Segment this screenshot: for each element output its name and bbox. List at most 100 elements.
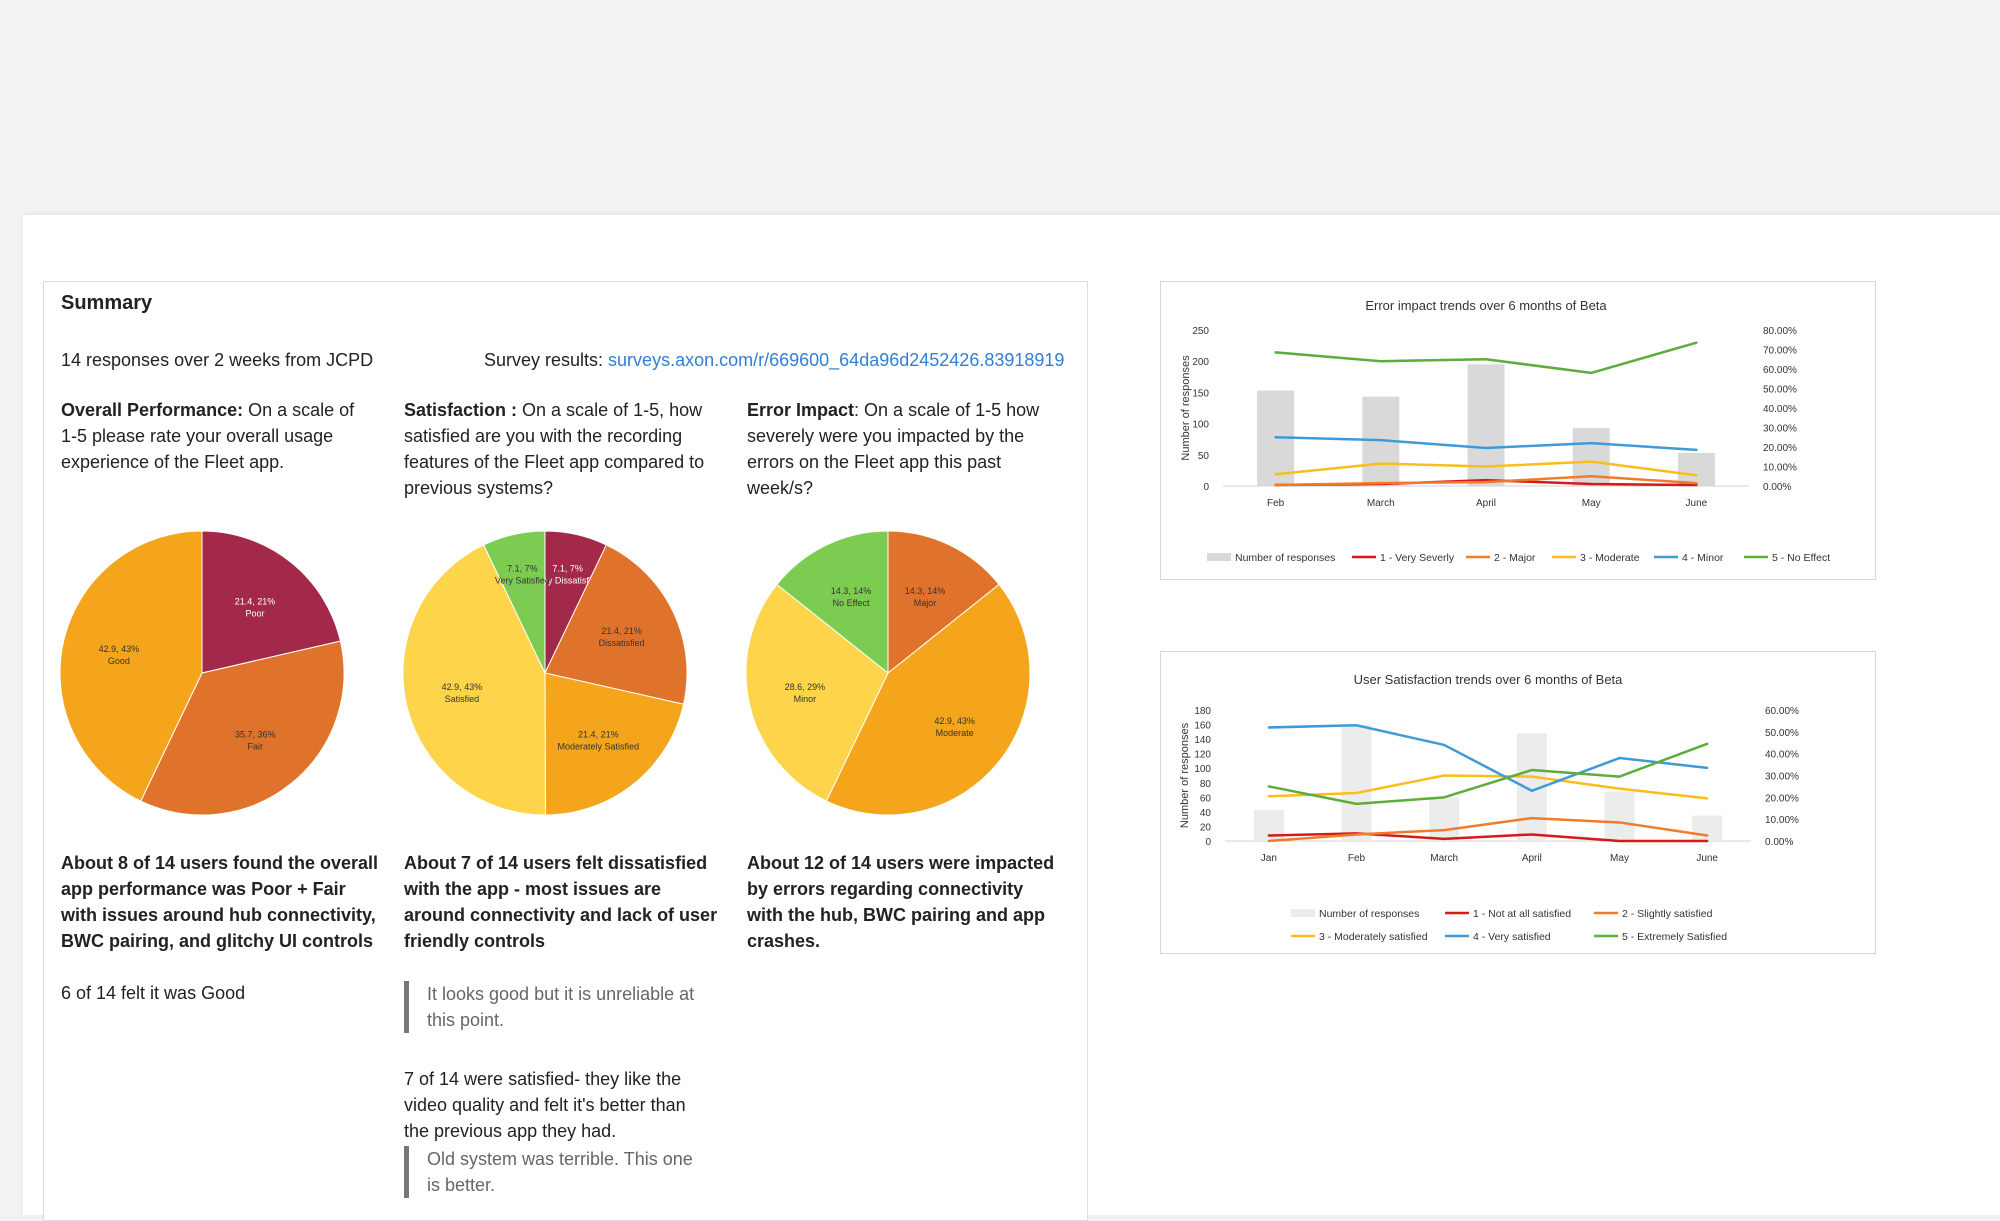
pie-category-label: No Effect xyxy=(833,598,870,608)
x-tick-label: Feb xyxy=(1348,853,1366,864)
y2-tick-label: 40.00% xyxy=(1763,404,1797,415)
y2-tick-label: 0.00% xyxy=(1765,837,1793,848)
finding-error-impact: About 12 of 14 users were impacted by er… xyxy=(747,853,1055,951)
y2-tick-label: 70.00% xyxy=(1763,346,1797,357)
pie-slice-no-effect xyxy=(776,530,889,675)
question-error-impact: Error Impact: On a scale of 1-5 how seve… xyxy=(747,397,1057,501)
responses-count: 14 responses over 2 weeks from JCPD xyxy=(61,350,374,370)
x-tick-label: April xyxy=(1522,853,1542,864)
x-tick-label: May xyxy=(1610,853,1629,864)
pie-value-label: 42.9, 43% xyxy=(442,682,483,692)
x-tick-label: May xyxy=(1582,498,1601,509)
pie-value-label: 21.4, 21% xyxy=(235,596,276,606)
pie-slice-moderate xyxy=(825,583,1031,816)
x-tick-label: June xyxy=(1696,853,1718,864)
error-impact-trends-chart: Error impact trends over 6 months of Bet… xyxy=(1180,298,1830,564)
pie-category-label: Minor xyxy=(794,694,817,704)
y-tick-label: 160 xyxy=(1194,721,1211,732)
legend-label: Number of responses xyxy=(1319,908,1419,920)
pie-slice-dissatisfied xyxy=(544,544,688,705)
finding-overall-performance: About 8 of 14 users found the overall ap… xyxy=(61,853,379,951)
pie-slice-very-satisfied xyxy=(483,530,546,674)
chart-title: Error impact trends over 6 months of Bet… xyxy=(1365,298,1607,313)
series-line-5-no-effect xyxy=(1274,341,1698,375)
finding-satisfaction: About 7 of 14 users felt dissatisfied wi… xyxy=(404,853,718,951)
legend-label: 1 - Very Severly xyxy=(1380,552,1455,564)
pie-slice-moderately-satisfied xyxy=(544,672,685,816)
question-text: : On a scale of 1-5 how severely were yo… xyxy=(747,400,1040,498)
user-satisfaction-trends-chart: User Satisfaction trends over 6 months o… xyxy=(1179,672,1799,943)
pie-slice-minor xyxy=(745,583,889,802)
y-tick-label: 100 xyxy=(1192,420,1209,431)
x-tick-label: Jan xyxy=(1261,853,1277,864)
legend-label: 1 - Not at all satisfied xyxy=(1473,908,1571,920)
y2-tick-label: 20.00% xyxy=(1765,793,1799,804)
pie-error-impact: 14.3, 14% Major 42.9, 43% Moderate 28.6, 29%… xyxy=(745,530,1031,816)
legend-label: 5 - Extremely Satisfied xyxy=(1622,931,1727,943)
pie-value-label: 42.9, 43% xyxy=(934,716,975,726)
legend-label: 3 - Moderately satisfied xyxy=(1319,931,1428,943)
bar-june xyxy=(1677,452,1715,486)
quote-old-system: Old system was terrible. This one is bet… xyxy=(404,1146,707,1198)
y-tick-label: 120 xyxy=(1194,750,1211,761)
pie-slice-fair xyxy=(140,640,345,816)
y-tick-label: 200 xyxy=(1192,357,1209,368)
series-line-1-not-at-all-satisfied xyxy=(1267,832,1709,843)
legend-label: 4 - Minor xyxy=(1682,552,1724,564)
y2-tick-label: 50.00% xyxy=(1763,385,1797,396)
pie-value-label: 14.3, 14% xyxy=(831,586,872,596)
bar-march xyxy=(1429,797,1460,841)
pie-category-label: Dissatisfied xyxy=(599,638,645,648)
survey-link[interactable]: surveys.axon.com/r/669600_64da96d2452426… xyxy=(608,350,1065,370)
legend-label: Number of responses xyxy=(1235,552,1335,564)
legend-swatch xyxy=(1291,909,1315,917)
quote-unreliable: It looks good but it is unreliable at th… xyxy=(404,981,707,1033)
pie-category-label: Moderate xyxy=(936,728,974,738)
y2-tick-label: 40.00% xyxy=(1765,750,1799,761)
pie-value-label: 28.6, 29% xyxy=(785,682,826,692)
y-tick-label: 60 xyxy=(1200,793,1212,804)
chart-title: User Satisfaction trends over 6 months o… xyxy=(1354,672,1624,687)
series-line-3-moderately-satisfied xyxy=(1267,774,1709,800)
question-label: Error Impact xyxy=(747,400,855,420)
x-tick-label: March xyxy=(1367,498,1395,509)
note-satisfaction: 7 of 14 were satisfied- they like the vi… xyxy=(404,1069,686,1141)
legend-label: 5 - No Effect xyxy=(1772,552,1830,564)
legend-label: 2 - Slightly satisfied xyxy=(1622,908,1713,920)
y2-tick-label: 80.00% xyxy=(1763,326,1797,337)
y-axis-label: Number of responses xyxy=(1180,355,1192,461)
pie-value-label: 7.1, 7% xyxy=(507,563,538,573)
pie-value-label: 35.7, 36% xyxy=(235,729,276,739)
y-tick-label: 140 xyxy=(1194,735,1211,746)
satisfaction-chart-box: User Satisfaction trends over 6 months o… xyxy=(1160,651,1876,954)
y2-tick-label: 10.00% xyxy=(1765,815,1799,826)
pie-overall-performance: 21.4, 21% Poor 35.7, 36% Fair 42.9, 43% Good xyxy=(59,530,345,816)
pie-value-label: 7.1, 7% xyxy=(552,563,583,573)
series-line-2-major xyxy=(1274,475,1698,487)
pie-category-label: Very Dissatisfied xyxy=(534,575,601,585)
y-tick-label: 50 xyxy=(1198,451,1210,462)
question-label: Satisfaction : xyxy=(404,400,518,420)
pie-value-label: 21.4, 21% xyxy=(578,729,619,739)
y-tick-label: 20 xyxy=(1200,822,1212,833)
legend-swatch xyxy=(1207,553,1231,561)
pie-category-label: Good xyxy=(108,656,130,666)
summary-title: Summary xyxy=(61,292,153,314)
x-tick-label: March xyxy=(1430,853,1458,864)
pie-category-label: Very Satisfied xyxy=(495,575,550,585)
series-line-5-extremely-satisfied xyxy=(1267,742,1709,806)
y-tick-label: 0 xyxy=(1205,837,1211,848)
y2-tick-label: 10.00% xyxy=(1763,463,1797,474)
y2-tick-label: 0.00% xyxy=(1763,482,1791,493)
series-line-2-slightly-satisfied xyxy=(1267,816,1709,843)
pie-slice-poor xyxy=(201,530,341,674)
pie-category-label: Moderately Satisfied xyxy=(558,741,640,751)
error-impact-chart-box: Error impact trends over 6 months of Bet… xyxy=(1160,281,1876,580)
series-line-4-very-satisfied xyxy=(1267,724,1709,793)
y-tick-label: 180 xyxy=(1194,706,1211,717)
question-label: Overall Performance: xyxy=(61,400,244,420)
question-text: On a scale of 1-5 please rate your overa… xyxy=(61,400,355,472)
pie-value-label: 42.9, 43% xyxy=(99,644,140,654)
question-overall-performance: Overall Performance: On a scale of 1-5 p… xyxy=(61,397,371,475)
